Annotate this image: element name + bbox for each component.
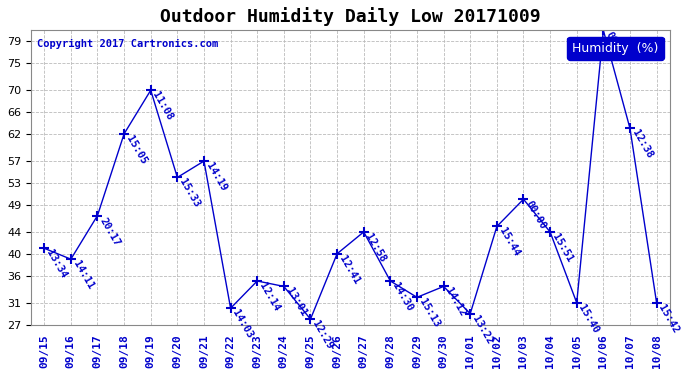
Text: 13:22: 13:22 [470,314,495,346]
Text: 20:17: 20:17 [97,216,121,248]
Text: 00:00: 00:00 [524,199,548,231]
Text: 15:40: 15:40 [577,303,601,335]
Humidity  (%) [200,159,208,164]
Humidity  (%) [626,126,634,130]
Humidity  (%) [226,306,235,310]
Text: 15:33: 15:33 [177,177,201,210]
Text: 14:30: 14:30 [391,281,415,313]
Humidity  (%) [546,230,554,234]
Text: 15:05: 15:05 [124,134,148,166]
Humidity  (%) [146,88,155,93]
Humidity  (%) [333,252,342,256]
Text: 14:19: 14:19 [204,161,228,193]
Text: 11:08: 11:08 [150,90,175,122]
Text: 09:16: 09:16 [603,30,628,62]
Text: 15:13: 15:13 [417,297,442,329]
Humidity  (%) [653,300,661,305]
Humidity  (%) [306,317,315,321]
Humidity  (%) [279,284,288,289]
Text: 13:34: 13:34 [44,248,68,280]
Text: 15:42: 15:42 [657,303,681,335]
Text: 15:51: 15:51 [550,232,574,264]
Humidity  (%) [413,295,421,300]
Humidity  (%) [599,28,607,33]
Humidity  (%) [520,197,528,201]
Text: 13:01: 13:01 [284,286,308,318]
Humidity  (%) [573,300,581,305]
Humidity  (%) [359,230,368,234]
Humidity  (%) [440,284,448,289]
Humidity  (%) [40,246,48,250]
Humidity  (%) [120,132,128,136]
Text: 12:58: 12:58 [364,232,388,264]
Humidity  (%) [93,213,101,218]
Humidity  (%) [466,311,474,316]
Text: 14:11: 14:11 [71,259,95,291]
Text: Copyright 2017 Cartronics.com: Copyright 2017 Cartronics.com [37,39,219,49]
Legend: Humidity  (%): Humidity (%) [567,36,664,60]
Text: 15:44: 15:44 [497,226,521,258]
Humidity  (%) [386,279,395,283]
Text: 12:29: 12:29 [310,319,335,351]
Humidity  (%) [173,175,181,180]
Text: 14:12: 14:12 [444,286,468,318]
Humidity  (%) [493,224,501,229]
Title: Outdoor Humidity Daily Low 20171009: Outdoor Humidity Daily Low 20171009 [160,7,541,26]
Text: 14:03: 14:03 [230,308,255,340]
Humidity  (%) [253,279,262,283]
Line: Humidity  (%): Humidity (%) [39,26,662,324]
Text: 12:41: 12:41 [337,254,362,286]
Text: 12:38: 12:38 [630,128,654,160]
Text: 12:14: 12:14 [257,281,282,313]
Humidity  (%) [67,257,75,261]
